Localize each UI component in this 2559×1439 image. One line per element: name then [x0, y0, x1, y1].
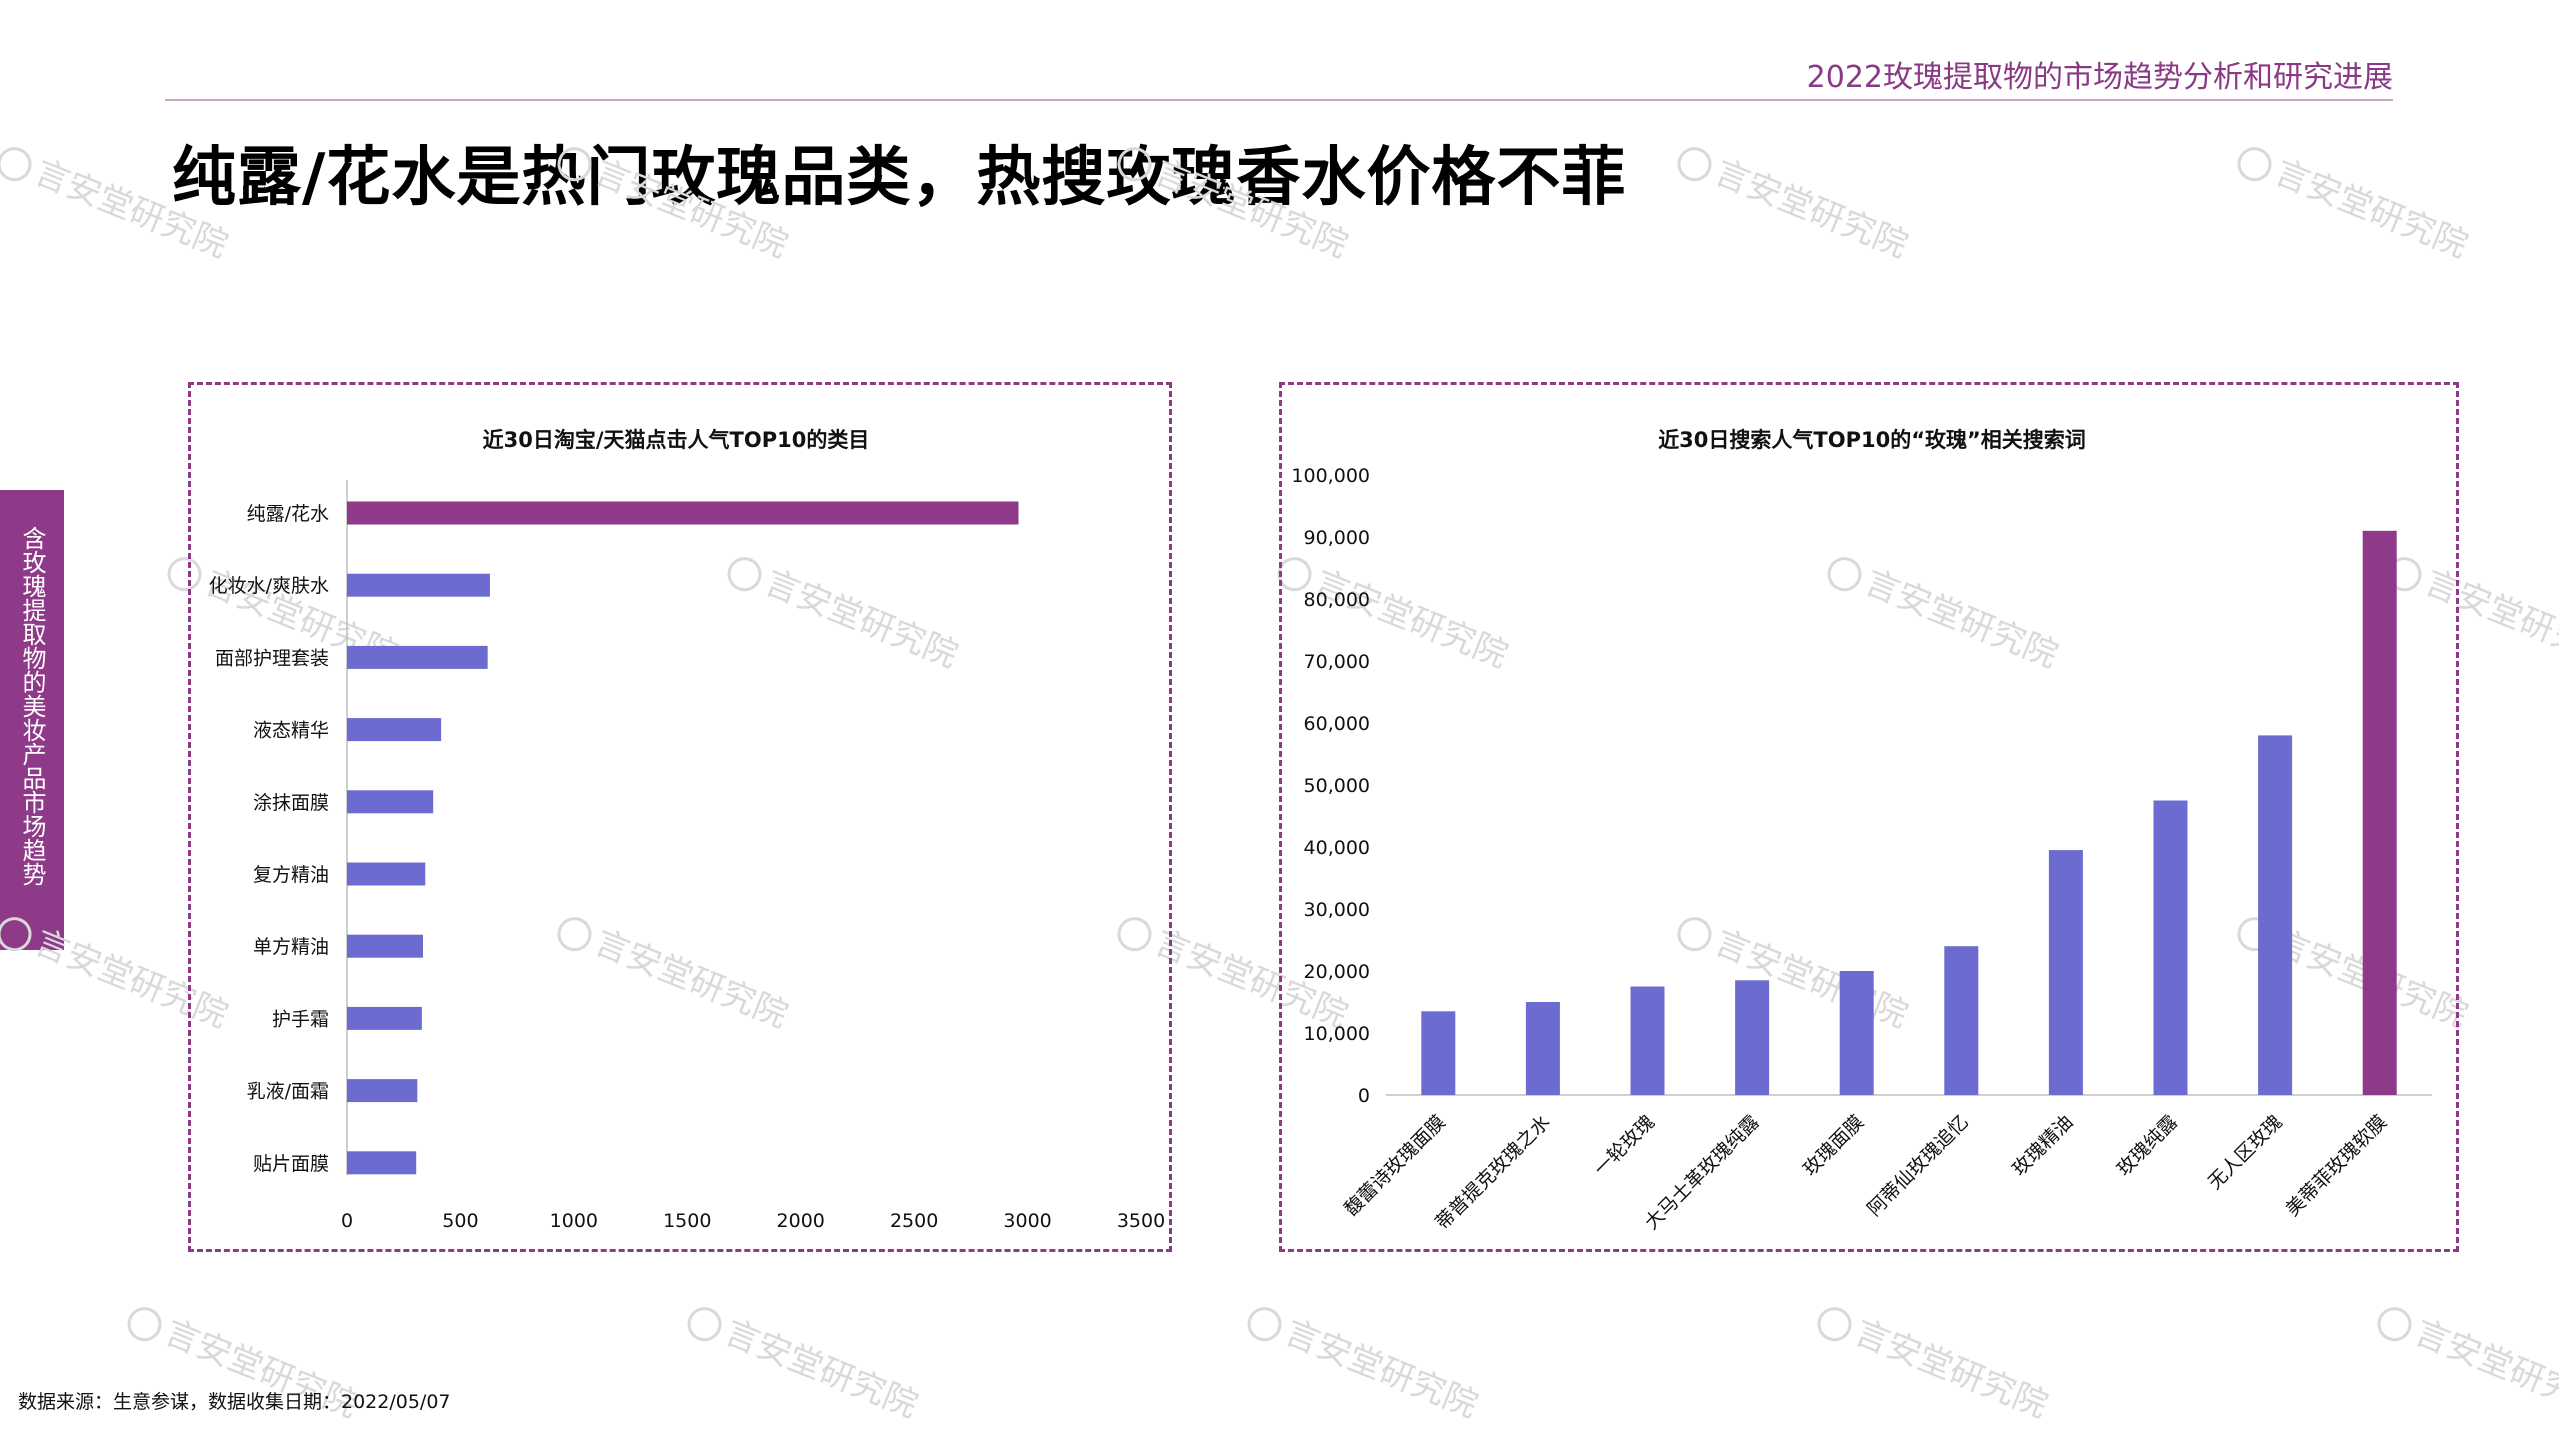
- bar: [347, 1079, 418, 1103]
- watermark-text: 言安堂研究院: [1849, 1312, 2054, 1426]
- watermark-text: 言安堂研究院: [719, 1312, 924, 1426]
- y-tick-label: 20,000: [1304, 961, 1370, 983]
- x-tick-label: 2500: [890, 1210, 938, 1232]
- x-tick-label: 1000: [550, 1210, 598, 1232]
- chart-title: 近30日淘宝/天猫点击人气TOP10的类目: [483, 428, 870, 452]
- page-title: 纯露/花水是热门玫瑰品类，热搜玫瑰香水价格不菲: [172, 141, 1627, 215]
- right-chart-panel: 近30日搜索人气TOP10的“玫瑰”相关搜索词 0 10,000 20,000 30,0…: [1279, 382, 2459, 1252]
- watermark: 言安堂研究院: [2372, 1290, 2559, 1427]
- bar: [1735, 980, 1770, 1095]
- watermark-logo-icon: [682, 1301, 727, 1346]
- watermark: 言安堂研究院: [1242, 1290, 1487, 1427]
- header-divider: [165, 99, 2393, 101]
- category-label: 玫瑰面膜: [1799, 1111, 1868, 1180]
- watermark-text: 言安堂研究院: [1709, 152, 1914, 266]
- bar: [347, 1006, 422, 1030]
- bar: [1839, 971, 1874, 1095]
- category-label: 玫瑰纯露: [2113, 1111, 2182, 1180]
- bar: [347, 718, 442, 742]
- bar: [2362, 530, 2397, 1095]
- watermark-logo-icon: [1672, 141, 1717, 186]
- bar: [1944, 946, 1979, 1095]
- category-label: 纯露/花水: [247, 503, 329, 525]
- section-side-tab: 含玫瑰提取物的美妆产品市场趋势: [0, 490, 64, 950]
- watermark: 言安堂研究院: [1672, 130, 1917, 267]
- category-label: 蒂普提克玫瑰之水: [1431, 1111, 1554, 1234]
- x-tick-label: 0: [341, 1210, 353, 1232]
- bar: [2258, 735, 2293, 1095]
- category-label: 乳液/面霜: [247, 1081, 329, 1103]
- watermark-text: 言安堂研究院: [2269, 152, 2474, 266]
- category-label: 一轮玫瑰: [1590, 1111, 1659, 1180]
- category-label: 护手霜: [272, 1008, 329, 1030]
- search-term-chart: 近30日搜索人气TOP10的“玫瑰”相关搜索词 0 10,000 20,000 30,0…: [1291, 428, 2432, 1234]
- y-tick-label: 0: [1358, 1085, 1370, 1107]
- bar: [347, 645, 488, 669]
- y-tick-label: 60,000: [1304, 713, 1370, 735]
- watermark: 言安堂研究院: [1812, 1290, 2057, 1427]
- watermark-logo-icon: [0, 141, 37, 186]
- bar: [347, 934, 423, 958]
- chart-title: 近30日搜索人气TOP10的“玫瑰”相关搜索词: [1658, 428, 2086, 452]
- x-tick-label: 500: [442, 1210, 478, 1232]
- bar: [347, 573, 490, 597]
- watermark-logo-icon: [2232, 141, 2277, 186]
- watermark: 言安堂研究院: [682, 1290, 927, 1427]
- category-label: 玫瑰精油: [2008, 1111, 2077, 1180]
- left-chart-panel: 近30日淘宝/天猫点击人气TOP10的类目纯露/花水化妆水/爽肤水 面部护理套装液…: [188, 382, 1172, 1252]
- watermark-logo-icon: [0, 911, 37, 956]
- category-click-chart: 近30日淘宝/天猫点击人气TOP10的类目纯露/花水化妆水/爽肤水面部护理套装液…: [209, 428, 1166, 1232]
- bar: [347, 1151, 417, 1175]
- x-tick-label: 2000: [777, 1210, 825, 1232]
- watermark-logo-icon: [2372, 1301, 2417, 1346]
- y-tick-label: 70,000: [1304, 651, 1370, 673]
- x-tick-label: 3000: [1003, 1210, 1051, 1232]
- watermark-text: 言安堂研究院: [1279, 1312, 1484, 1426]
- category-label: 美蒂菲玫瑰软膜: [2282, 1111, 2392, 1221]
- x-tick-label: 3500: [1117, 1210, 1165, 1232]
- bar: [347, 790, 434, 814]
- y-tick-label: 90,000: [1304, 527, 1370, 549]
- y-tick-label: 10,000: [1304, 1023, 1370, 1045]
- bar: [1421, 1011, 1456, 1095]
- category-label: 大马士革玫瑰纯露: [1641, 1111, 1764, 1234]
- watermark-logo-icon: [1242, 1301, 1287, 1346]
- category-label: 馥蕾诗玫瑰面膜: [1340, 1111, 1450, 1221]
- watermark-text: 言安堂研究院: [2409, 1312, 2559, 1426]
- x-tick-label: 1500: [663, 1210, 711, 1232]
- bar: [2153, 800, 2188, 1095]
- bar: [1630, 986, 1665, 1095]
- y-tick-label: 80,000: [1304, 589, 1370, 611]
- y-tick-label: 40,000: [1304, 837, 1370, 859]
- bar: [347, 862, 426, 886]
- watermark-logo-icon: [122, 1301, 167, 1346]
- category-label: 化妆水/爽肤水: [209, 575, 329, 597]
- y-tick-label: 50,000: [1304, 775, 1370, 797]
- y-tick-label: 100,000: [1291, 465, 1370, 487]
- bar: [1525, 1002, 1560, 1095]
- category-label: 面部护理套装: [215, 647, 329, 669]
- report-title: 2022玫瑰提取物的市场趋势分析和研究进展: [1806, 60, 2393, 95]
- category-label: 复方精油: [253, 864, 329, 886]
- data-source-note: 数据来源：生意参谋，数据收集日期：2022/05/07: [18, 1391, 451, 1413]
- bar: [2048, 850, 2083, 1095]
- category-label: 涂抹面膜: [253, 792, 329, 814]
- category-label: 液态精华: [253, 720, 329, 742]
- bar: [347, 501, 1019, 525]
- watermark-logo-icon: [1812, 1301, 1857, 1346]
- y-tick-label: 30,000: [1304, 899, 1370, 921]
- category-label: 单方精油: [253, 936, 329, 958]
- section-side-tab-label: 含玫瑰提取物的美妆产品市场趋势: [18, 526, 46, 886]
- category-label: 阿蒂仙玫瑰追忆: [1863, 1111, 1973, 1221]
- watermark: 言安堂研究院: [2232, 130, 2477, 267]
- category-label: 贴片面膜: [253, 1153, 329, 1175]
- category-label: 无人区玫瑰: [2204, 1111, 2287, 1194]
